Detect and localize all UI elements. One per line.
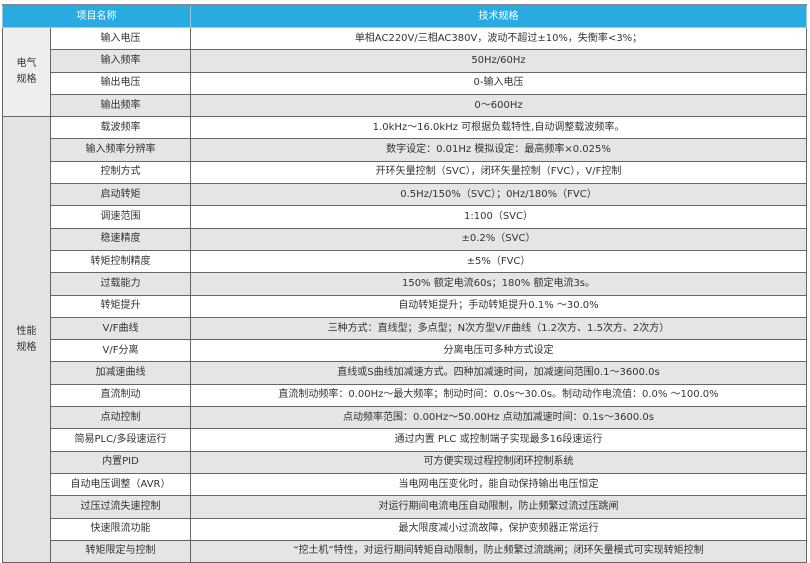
spec-cell: ±0.2%（SVC） — [190, 227, 807, 251]
table-row: 转矩限定与控制 “挖土机”特性，对运行期间转矩自动限制，防止频繁过流跳闸；闭环矢量… — [3, 539, 807, 563]
spec-cell: 数字设定：0.01Hz 模拟设定：最高频率×0.025% — [190, 138, 807, 162]
item-name-cell: 转矩限定与控制 — [50, 539, 191, 563]
table-row: 快速限流功能 最大限度减小过流故障，保护变频器正常运行 — [3, 517, 807, 541]
spec-cell: 50Hz/60Hz — [190, 49, 807, 73]
item-name-cell: 输出频率 — [50, 93, 191, 118]
spec-cell: 单相AC220V/三相AC380V，波动不超过±10%，失衡率<3%； — [190, 26, 807, 51]
spec-cell: 0.5Hz/150%（SVC）；0Hz/180%（FVC） — [190, 183, 807, 207]
table-row: 输入频率 50Hz/60Hz — [3, 49, 807, 73]
table-header-row: 项目名称 技术规格 — [2, 4, 807, 28]
spec-cell: “挖土机”特性，对运行期间转矩自动限制，防止频繁过流跳闸；闭环矢量模式可实现转矩… — [190, 539, 807, 563]
table-row: 调速范围 1:100（SVC） — [3, 205, 807, 229]
spec-cell: 对运行期间电流电压自动限制，防止频繁过流过压跳闸 — [190, 495, 807, 519]
table-row: 简易PLC/多段速运行 通过内置 PLC 或控制端子实现最多16段速运行 — [3, 428, 807, 452]
item-name-cell: 过压过流失速控制 — [50, 495, 191, 519]
table-row: 输出电压 0-输入电压 — [3, 71, 807, 95]
spec-cell: 点动频率范围：0.00Hz～50.00Hz 点动加减速时间：0.1s～3600.… — [190, 406, 807, 430]
item-name-cell: 载波频率 — [50, 116, 191, 140]
table-row: 电气 规格 输入电压 单相AC220V/三相AC380V，波动不超过±10%，失衡率<… — [2, 26, 807, 118]
item-name-cell: 点动控制 — [50, 406, 191, 430]
group-label: 性能 规格 — [2, 116, 51, 563]
item-name-cell: 稳速精度 — [50, 227, 191, 251]
item-name-cell: 输入电压 — [50, 26, 191, 51]
item-name-cell: 转矩提升 — [50, 294, 191, 318]
item-name-cell: 转矩控制精度 — [50, 249, 191, 274]
spec-cell: ±5%（FVC） — [190, 249, 807, 274]
spec-cell: 0～600Hz — [190, 93, 807, 118]
table-row: 性能 规格 载波频率 1.0kHz～16.0kHz 可根据负载特性,自动调整载波频率。 — [2, 116, 807, 563]
table-row: 加减速曲线 直线或S曲线加减速方式。四种加减速时间，加减速间范围0.1～3600.… — [3, 361, 807, 385]
header-spec: 技术规格 — [190, 4, 807, 28]
group-label: 电气 规格 — [2, 26, 51, 118]
group-label-line: 规格 — [16, 74, 37, 86]
spec-cell: 150% 额定电流60s；180% 额定电流3s。 — [190, 272, 807, 296]
spec-cell: 最大限度减小过流故障，保护变频器正常运行 — [190, 517, 807, 541]
spec-cell: 1.0kHz～16.0kHz 可根据负载特性,自动调整载波频率。 — [190, 116, 807, 140]
spec-cell: 直流制动频率：0.00Hz～最大频率；制动时间：0.0s～30.0s。制动动作电… — [190, 383, 807, 408]
spec-table: 项目名称 技术规格 电气 规格 输入电压 单相AC220V/三相AC380V，波动不超… — [2, 4, 807, 563]
table-row: 自动电压调整（AVR） 当电网电压变化时，能自动保持输出电压恒定 — [3, 472, 807, 497]
table-row: 输入频率分辨率 数字设定：0.01Hz 模拟设定：最高频率×0.025% — [3, 138, 807, 162]
table-row: 点动控制 点动频率范围：0.00Hz～50.00Hz 点动加减速时间：0.1s～3… — [3, 406, 807, 430]
item-name-cell: 快速限流功能 — [50, 517, 191, 541]
spec-cell: 分离电压可多种方式设定 — [190, 339, 807, 363]
table-row: 输出频率 0～600Hz — [3, 93, 807, 118]
item-name-cell: 过载能力 — [50, 272, 191, 296]
table-row: 内置PID 可方便实现过程控制闭环控制系统 — [3, 450, 807, 474]
group-label-line: 规格 — [16, 341, 37, 353]
table-row: 转矩控制精度 ±5%（FVC） — [3, 249, 807, 274]
table-row: 启动转矩 0.5Hz/150%（SVC）；0Hz/180%（FVC） — [3, 183, 807, 207]
spec-cell: 三种方式：直线型；多点型；N次方型V/F曲线（1.2次方、1.5次方、2次方） — [190, 316, 807, 341]
group-label-line: 电气 — [16, 58, 37, 70]
table-row: V/F分离 分离电压可多种方式设定 — [3, 339, 807, 363]
item-name-cell: 启动转矩 — [50, 183, 191, 207]
item-name-cell: V/F分离 — [50, 339, 191, 363]
item-name-cell: 加减速曲线 — [50, 361, 191, 385]
item-name-cell: 内置PID — [50, 450, 191, 474]
header-item-name: 项目名称 — [2, 4, 191, 28]
item-name-cell: 输入频率 — [50, 49, 191, 73]
spec-cell: 1:100（SVC） — [190, 205, 807, 229]
item-name-cell: 输入频率分辨率 — [50, 138, 191, 162]
table-row: 过载能力 150% 额定电流60s；180% 额定电流3s。 — [3, 272, 807, 296]
item-name-cell: 自动电压调整（AVR） — [50, 472, 191, 497]
spec-cell: 可方便实现过程控制闭环控制系统 — [190, 450, 807, 474]
table-row: 过压过流失速控制 对运行期间电流电压自动限制，防止频繁过流过压跳闸 — [3, 495, 807, 519]
spec-cell: 通过内置 PLC 或控制端子实现最多16段速运行 — [190, 428, 807, 452]
item-name-cell: 简易PLC/多段速运行 — [50, 428, 191, 452]
item-name-cell: V/F曲线 — [50, 316, 191, 341]
spec-cell: 直线或S曲线加减速方式。四种加减速时间，加减速间范围0.1～3600.0s — [190, 361, 807, 385]
table-row: V/F曲线 三种方式：直线型；多点型；N次方型V/F曲线（1.2次方、1.5次方、… — [3, 316, 807, 341]
table-row: 直流制动 直流制动频率：0.00Hz～最大频率；制动时间：0.0s～30.0s。制… — [3, 383, 807, 408]
spec-cell: 开环矢量控制（SVC），闭环矢量控制（FVC），V/F控制 — [190, 160, 807, 185]
item-name-cell: 控制方式 — [50, 160, 191, 185]
group-label-line: 性能 — [16, 325, 37, 337]
item-name-cell: 直流制动 — [50, 383, 191, 408]
spec-cell: 0-输入电压 — [190, 71, 807, 95]
item-name-cell: 输出电压 — [50, 71, 191, 95]
table-row: 稳速精度 ±0.2%（SVC） — [3, 227, 807, 251]
item-name-cell: 调速范围 — [50, 205, 191, 229]
spec-cell: 自动转矩提升；手动转矩提升0.1% ～30.0% — [190, 294, 807, 318]
table-row: 转矩提升 自动转矩提升；手动转矩提升0.1% ～30.0% — [3, 294, 807, 318]
spec-cell: 当电网电压变化时，能自动保持输出电压恒定 — [190, 472, 807, 497]
table-row: 控制方式 开环矢量控制（SVC），闭环矢量控制（FVC），V/F控制 — [3, 160, 807, 185]
